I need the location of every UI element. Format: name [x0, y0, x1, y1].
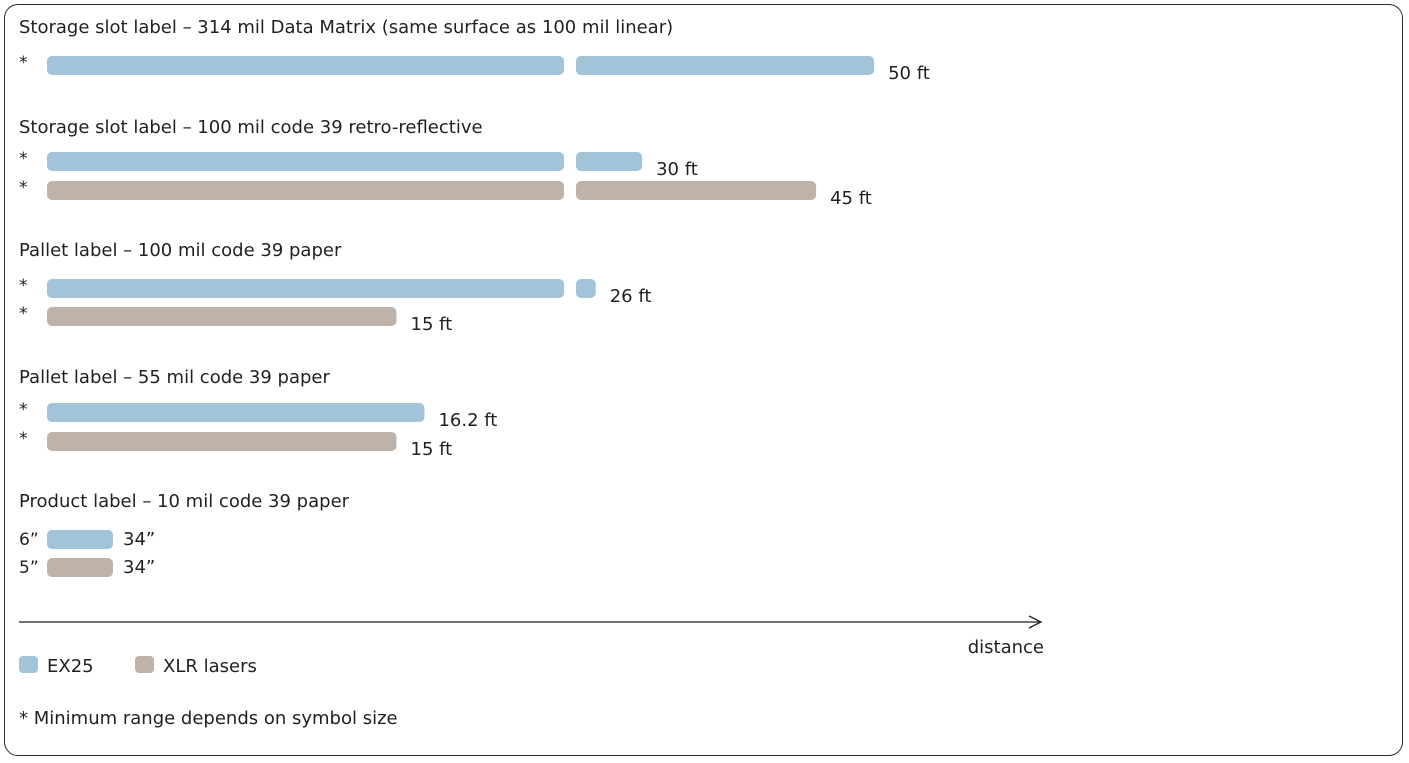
bar-value-label: 34” [123, 557, 155, 578]
bar [47, 307, 397, 326]
legend-swatch [19, 656, 38, 673]
group-title: Product label – 10 mil code 39 paper [19, 491, 350, 512]
bar-value-label: 15 ft [411, 314, 453, 335]
bar-segment-2 [576, 56, 875, 75]
bar-start-label: * [19, 429, 28, 449]
bar-segment-1 [47, 56, 564, 75]
legend-swatch [135, 656, 154, 673]
legend-label: EX25 [47, 656, 94, 677]
bar-segment-2 [576, 279, 596, 298]
bar-segment-2 [576, 152, 643, 171]
bar-start-label: 6” [19, 530, 39, 550]
bar-segment-1 [47, 181, 564, 200]
bar-segment-1 [47, 152, 564, 171]
group-title: Pallet label – 55 mil code 39 paper [19, 367, 331, 388]
footnote: * Minimum range depends on symbol size [19, 708, 398, 729]
bar [47, 432, 397, 451]
chart-frame [4, 4, 1403, 756]
bar [47, 530, 114, 549]
group-title: Storage slot label – 314 mil Data Matrix… [19, 17, 673, 38]
bar-start-label: * [19, 400, 28, 420]
bar-value-label: 16.2 ft [438, 410, 497, 431]
bar-start-label: * [19, 276, 28, 296]
legend-label: XLR lasers [163, 656, 257, 677]
axis-label: distance [968, 637, 1044, 658]
group-title: Pallet label – 100 mil code 39 paper [19, 240, 342, 261]
bar-value-label: 26 ft [610, 286, 652, 307]
bar-value-label: 15 ft [411, 439, 453, 460]
group-title: Storage slot label – 100 mil code 39 ret… [19, 117, 483, 138]
bar [47, 403, 425, 422]
bar-value-label: 50 ft [888, 63, 930, 84]
axis-arrowhead [1028, 615, 1043, 629]
bar-value-label: 45 ft [830, 188, 872, 209]
bar-segment-2 [576, 181, 817, 200]
bar-start-label: 5” [19, 558, 39, 578]
bar-start-label: * [19, 178, 28, 198]
bar-value-label: 34” [123, 529, 155, 550]
bar-start-label: * [19, 53, 28, 73]
bar [47, 558, 114, 577]
bar-value-label: 30 ft [656, 159, 698, 180]
bar-start-label: * [19, 304, 28, 324]
bar-start-label: * [19, 149, 28, 169]
bar-segment-1 [47, 279, 564, 298]
